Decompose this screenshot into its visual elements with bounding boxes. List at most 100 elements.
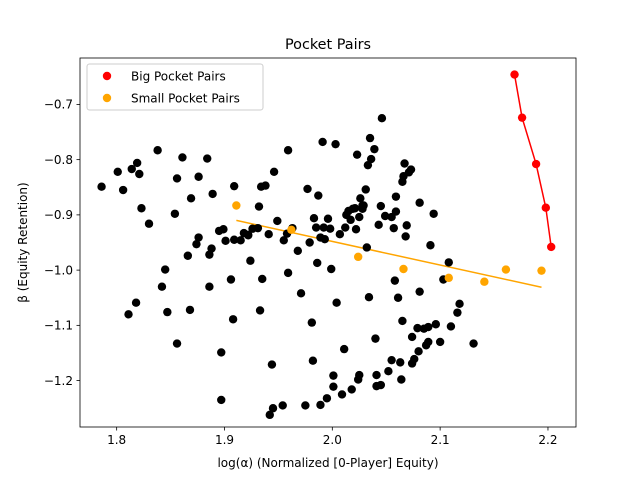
y-axis: −1.2 −1.1 −1.0 −0.9 −0.8 −0.7 bbox=[44, 98, 80, 388]
series-0-point-20 bbox=[186, 194, 196, 203]
series-0-point-127 bbox=[393, 293, 403, 302]
series-0-point-54 bbox=[269, 167, 279, 176]
series-0-point-118 bbox=[377, 114, 387, 123]
series-0-point-129 bbox=[397, 375, 406, 384]
series-0-point-3 bbox=[124, 310, 133, 319]
series-2-point-2 bbox=[353, 252, 363, 262]
series-0-point-51 bbox=[265, 410, 274, 420]
series-0-point-76 bbox=[319, 223, 328, 232]
series-0-point-147 bbox=[424, 337, 433, 347]
series-0-point-9 bbox=[144, 219, 154, 228]
x-axis-label: log(α) (Normalized [0-Player] Equity) bbox=[217, 456, 438, 470]
series-0-point-134 bbox=[401, 232, 410, 241]
chart-title: Pocket Pairs bbox=[285, 37, 371, 53]
series-0-point-22 bbox=[194, 233, 203, 242]
series-0-point-41 bbox=[244, 230, 253, 239]
series-0-point-34 bbox=[226, 275, 236, 284]
series-0-point-137 bbox=[406, 165, 416, 174]
series-0-point-30 bbox=[217, 348, 226, 357]
series-2-point-6 bbox=[501, 265, 511, 274]
series-0-point-89 bbox=[341, 223, 350, 232]
series-0-point-37 bbox=[229, 181, 239, 191]
series-0-point-46 bbox=[255, 306, 265, 315]
series-0-point-82 bbox=[329, 371, 338, 380]
series-0-point-141 bbox=[413, 323, 422, 333]
x-tick-label: 2.2 bbox=[538, 433, 557, 447]
series-0-point-75 bbox=[318, 137, 327, 147]
series-0-point-125 bbox=[391, 207, 401, 216]
series-0-point-62 bbox=[293, 246, 303, 255]
y-tick-label: −0.8 bbox=[44, 153, 73, 167]
series-0-point-74 bbox=[316, 400, 325, 410]
series-2-point-1 bbox=[287, 225, 296, 234]
series-0-point-71 bbox=[313, 258, 322, 268]
x-tick-label: 2.0 bbox=[323, 433, 342, 447]
x-tick-label: 1.9 bbox=[215, 433, 234, 447]
series-0-point-2 bbox=[118, 185, 128, 195]
series-0-point-55 bbox=[273, 216, 282, 226]
series-0-point-8 bbox=[137, 204, 146, 213]
series-0-point-104 bbox=[359, 201, 368, 210]
series-0-point-111 bbox=[370, 144, 379, 154]
series-0-point-36 bbox=[229, 235, 239, 244]
series-0-point-65 bbox=[303, 184, 312, 194]
series-0-point-84 bbox=[331, 139, 340, 149]
series-0-point-50 bbox=[264, 230, 273, 239]
series-0-point-114 bbox=[372, 370, 381, 380]
series-0-point-28 bbox=[208, 189, 217, 199]
series-0-point-81 bbox=[327, 264, 336, 274]
series-0-point-21 bbox=[192, 239, 201, 249]
series-0-point-95 bbox=[350, 204, 360, 213]
y-tick-label: −0.7 bbox=[44, 98, 73, 112]
series-0-point-72 bbox=[314, 191, 323, 200]
series-0-point-80 bbox=[325, 224, 335, 233]
series-0-point-78 bbox=[322, 394, 332, 403]
series-0-point-4 bbox=[127, 164, 136, 174]
series-0-point-158 bbox=[469, 339, 478, 348]
series-1-point-4 bbox=[547, 242, 556, 252]
series-0-point-49 bbox=[261, 181, 270, 190]
series-0-point-109 bbox=[365, 133, 375, 143]
y-axis-label: β (Equity Retention) bbox=[16, 182, 30, 302]
legend-entry: Small Pocket Pairs bbox=[131, 91, 240, 105]
series-0-point-24 bbox=[203, 154, 212, 163]
series-0-point-68 bbox=[308, 356, 318, 365]
legend-marker bbox=[102, 71, 112, 81]
series-0-point-70 bbox=[311, 223, 321, 232]
series-2-point-5 bbox=[480, 277, 489, 286]
series-0-point-12 bbox=[160, 265, 170, 274]
y-tick-label: −1.2 bbox=[44, 374, 73, 388]
series-0-point-121 bbox=[387, 355, 396, 365]
series-0-point-126 bbox=[391, 192, 401, 201]
series-0-point-106 bbox=[362, 243, 372, 252]
series-1-point-1 bbox=[517, 113, 527, 122]
y-tick-label: −0.9 bbox=[44, 208, 73, 222]
series-0-point-27 bbox=[207, 244, 216, 253]
series-0-point-63 bbox=[296, 289, 306, 298]
series-0-point-112 bbox=[371, 334, 380, 343]
series-0-point-123 bbox=[389, 223, 398, 233]
series-0-point-66 bbox=[305, 238, 314, 247]
series-1-point-2 bbox=[531, 159, 541, 169]
series-0-point-6 bbox=[132, 158, 142, 168]
series-0-point-17 bbox=[178, 153, 187, 162]
series-0-point-79 bbox=[323, 214, 333, 223]
series-0-point-144 bbox=[415, 198, 424, 207]
x-axis: 1.8 1.9 2.0 2.1 2.2 bbox=[107, 427, 558, 447]
series-0-point-116 bbox=[376, 380, 386, 390]
series-1-point-0 bbox=[510, 70, 519, 79]
legend-marker bbox=[102, 93, 112, 103]
series-0-point-99 bbox=[355, 212, 364, 222]
series-0-point-142 bbox=[414, 347, 423, 356]
series-0-point-157 bbox=[455, 299, 464, 309]
plot-frame bbox=[79, 57, 577, 428]
series-0-point-101 bbox=[356, 194, 365, 203]
series-0-point-97 bbox=[352, 150, 362, 159]
series-0-point-14 bbox=[170, 209, 180, 218]
series-0-point-100 bbox=[355, 370, 364, 380]
series-0-point-42 bbox=[246, 256, 255, 265]
series-0-point-57 bbox=[279, 236, 288, 245]
series-0-point-7 bbox=[135, 169, 144, 179]
series-0-point-155 bbox=[446, 322, 456, 331]
y-tick-label: −1.1 bbox=[44, 319, 73, 333]
